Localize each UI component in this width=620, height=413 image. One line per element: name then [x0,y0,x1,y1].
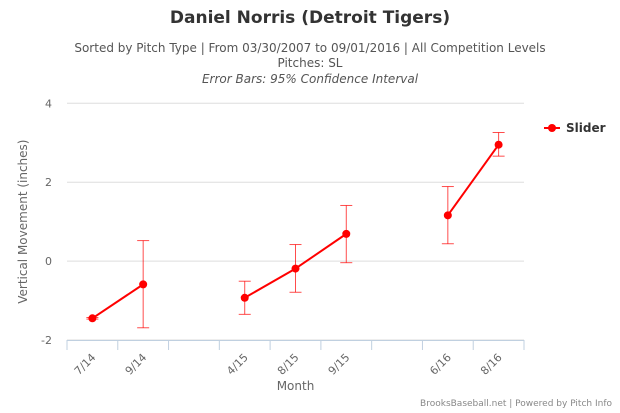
x-tick-label: 4/15 [224,351,251,378]
x-tick-label: 9/15 [326,351,353,378]
data-point [494,140,503,149]
chart-subtitle: Sorted by Pitch Type | From 03/30/2007 t… [74,41,546,55]
series-line-segment [91,283,144,320]
chart-title: Daniel Norris (Detroit Tigers) [169,8,451,28]
legend-marker [548,124,556,132]
x-tick-label: 9/14 [123,351,150,378]
data-point [443,211,452,220]
legend-item-label: Slider [566,121,606,135]
x-tick-label: 7/14 [72,351,99,378]
series-line-segment [447,144,500,216]
x-tick-label: 8/15 [275,351,302,378]
y-tick-label: 4 [45,97,52,110]
x-tick-label: 8/16 [478,351,505,378]
data-point [88,314,97,323]
x-axis-title: Month [277,379,315,393]
chart-subtitle-pitches: Pitches: SL [277,56,343,70]
chart-subtitle-error-bars: Error Bars: 95% Confidence Interval [201,72,419,86]
series-line-segment [294,233,347,270]
credits: BrooksBaseball.net | Powered by Pitch In… [420,399,612,409]
y-axis-title: Vertical Movement (inches) [16,140,30,304]
series-line-segment [244,267,296,299]
y-tick-label: 0 [45,255,52,268]
x-tick-label: 6/16 [427,351,454,378]
data-point [139,280,148,289]
y-tick-label: 2 [45,176,52,189]
y-tick-label: -2 [41,334,52,347]
data-point [240,293,249,302]
data-point [291,264,300,273]
data-point [342,229,351,238]
